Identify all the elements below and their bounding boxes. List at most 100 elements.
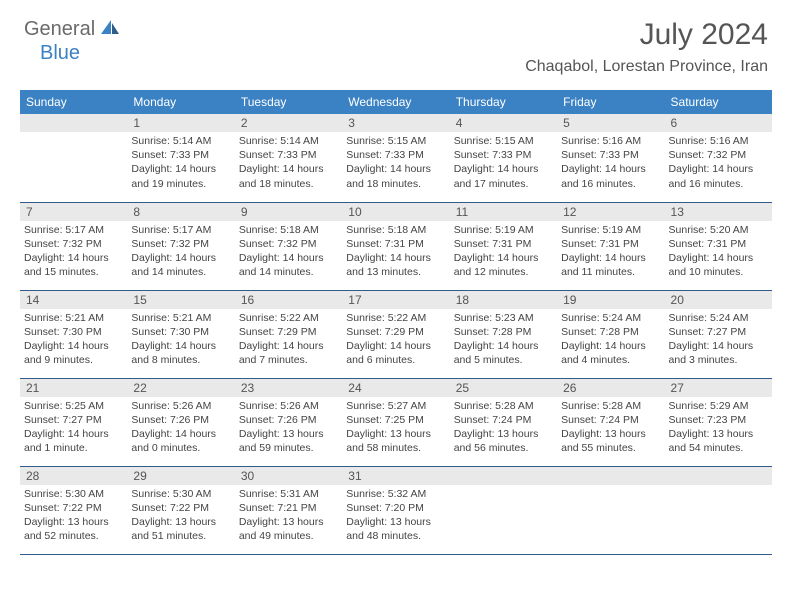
sunrise-line: Sunrise: 5:15 AM — [346, 134, 445, 148]
day-number: 11 — [450, 203, 557, 221]
day-number: 6 — [665, 114, 772, 132]
daylight-line: Daylight: 13 hours — [131, 515, 230, 529]
week-row: 1Sunrise: 5:14 AMSunset: 7:33 PMDaylight… — [20, 114, 772, 202]
day-details: Sunrise: 5:30 AMSunset: 7:22 PMDaylight:… — [127, 485, 234, 548]
daylight-line: Daylight: 14 hours — [131, 427, 230, 441]
daylight-line: Daylight: 14 hours — [346, 339, 445, 353]
daylight-line: and 15 minutes. — [24, 265, 123, 279]
daylight-line: Daylight: 13 hours — [669, 427, 768, 441]
day-details: Sunrise: 5:24 AMSunset: 7:28 PMDaylight:… — [557, 309, 664, 372]
day-cell: 26Sunrise: 5:28 AMSunset: 7:24 PMDayligh… — [557, 378, 664, 466]
day-number: 28 — [20, 467, 127, 485]
day-number: 4 — [450, 114, 557, 132]
col-sunday: Sunday — [20, 90, 127, 114]
daylight-line: and 16 minutes. — [669, 177, 768, 191]
day-cell — [665, 466, 772, 554]
day-details: Sunrise: 5:19 AMSunset: 7:31 PMDaylight:… — [450, 221, 557, 284]
daylight-line: Daylight: 14 hours — [561, 339, 660, 353]
day-number: 3 — [342, 114, 449, 132]
daylight-line: Daylight: 14 hours — [239, 162, 338, 176]
day-details: Sunrise: 5:16 AMSunset: 7:32 PMDaylight:… — [665, 132, 772, 195]
daylight-line: Daylight: 14 hours — [669, 162, 768, 176]
day-cell: 14Sunrise: 5:21 AMSunset: 7:30 PMDayligh… — [20, 290, 127, 378]
sunset-line: Sunset: 7:24 PM — [454, 413, 553, 427]
day-cell — [450, 466, 557, 554]
day-details: Sunrise: 5:26 AMSunset: 7:26 PMDaylight:… — [127, 397, 234, 460]
daylight-line: Daylight: 13 hours — [346, 515, 445, 529]
sunrise-line: Sunrise: 5:24 AM — [669, 311, 768, 325]
col-friday: Friday — [557, 90, 664, 114]
sunrise-line: Sunrise: 5:18 AM — [239, 223, 338, 237]
daylight-line: Daylight: 13 hours — [346, 427, 445, 441]
col-saturday: Saturday — [665, 90, 772, 114]
sunset-line: Sunset: 7:30 PM — [131, 325, 230, 339]
day-details: Sunrise: 5:21 AMSunset: 7:30 PMDaylight:… — [127, 309, 234, 372]
sunrise-line: Sunrise: 5:19 AM — [454, 223, 553, 237]
day-number: 1 — [127, 114, 234, 132]
day-number: 31 — [342, 467, 449, 485]
sunset-line: Sunset: 7:27 PM — [669, 325, 768, 339]
day-cell: 8Sunrise: 5:17 AMSunset: 7:32 PMDaylight… — [127, 202, 234, 290]
daylight-line: and 48 minutes. — [346, 529, 445, 543]
daylight-line: and 17 minutes. — [454, 177, 553, 191]
empty-day-bar — [450, 467, 557, 485]
day-details: Sunrise: 5:18 AMSunset: 7:31 PMDaylight:… — [342, 221, 449, 284]
day-details: Sunrise: 5:32 AMSunset: 7:20 PMDaylight:… — [342, 485, 449, 548]
day-cell: 5Sunrise: 5:16 AMSunset: 7:33 PMDaylight… — [557, 114, 664, 202]
day-details: Sunrise: 5:14 AMSunset: 7:33 PMDaylight:… — [235, 132, 342, 195]
day-cell — [557, 466, 664, 554]
col-thursday: Thursday — [450, 90, 557, 114]
daylight-line: and 56 minutes. — [454, 441, 553, 455]
day-details: Sunrise: 5:14 AMSunset: 7:33 PMDaylight:… — [127, 132, 234, 195]
sunset-line: Sunset: 7:20 PM — [346, 501, 445, 515]
day-cell: 17Sunrise: 5:22 AMSunset: 7:29 PMDayligh… — [342, 290, 449, 378]
sunrise-line: Sunrise: 5:30 AM — [131, 487, 230, 501]
sunset-line: Sunset: 7:32 PM — [131, 237, 230, 251]
daylight-line: Daylight: 14 hours — [454, 339, 553, 353]
day-details: Sunrise: 5:19 AMSunset: 7:31 PMDaylight:… — [557, 221, 664, 284]
sunset-line: Sunset: 7:21 PM — [239, 501, 338, 515]
day-details: Sunrise: 5:21 AMSunset: 7:30 PMDaylight:… — [20, 309, 127, 372]
day-number: 9 — [235, 203, 342, 221]
day-cell: 30Sunrise: 5:31 AMSunset: 7:21 PMDayligh… — [235, 466, 342, 554]
sunrise-line: Sunrise: 5:23 AM — [454, 311, 553, 325]
day-number: 2 — [235, 114, 342, 132]
day-number: 13 — [665, 203, 772, 221]
sunrise-line: Sunrise: 5:32 AM — [346, 487, 445, 501]
sunrise-line: Sunrise: 5:14 AM — [131, 134, 230, 148]
day-details: Sunrise: 5:28 AMSunset: 7:24 PMDaylight:… — [450, 397, 557, 460]
day-number: 25 — [450, 379, 557, 397]
sunrise-line: Sunrise: 5:22 AM — [346, 311, 445, 325]
sunrise-line: Sunrise: 5:25 AM — [24, 399, 123, 413]
day-cell: 4Sunrise: 5:15 AMSunset: 7:33 PMDaylight… — [450, 114, 557, 202]
sunset-line: Sunset: 7:31 PM — [346, 237, 445, 251]
week-row: 7Sunrise: 5:17 AMSunset: 7:32 PMDaylight… — [20, 202, 772, 290]
brand-text-blue: Blue — [40, 42, 80, 64]
daylight-line: Daylight: 14 hours — [561, 251, 660, 265]
week-row: 28Sunrise: 5:30 AMSunset: 7:22 PMDayligh… — [20, 466, 772, 554]
day-number: 27 — [665, 379, 772, 397]
daylight-line: and 59 minutes. — [239, 441, 338, 455]
daylight-line: Daylight: 14 hours — [239, 251, 338, 265]
daylight-line: and 0 minutes. — [131, 441, 230, 455]
day-cell: 10Sunrise: 5:18 AMSunset: 7:31 PMDayligh… — [342, 202, 449, 290]
sunset-line: Sunset: 7:32 PM — [669, 148, 768, 162]
sunset-line: Sunset: 7:29 PM — [239, 325, 338, 339]
empty-day-bar — [665, 467, 772, 485]
day-number: 26 — [557, 379, 664, 397]
sunset-line: Sunset: 7:31 PM — [669, 237, 768, 251]
sunset-line: Sunset: 7:31 PM — [561, 237, 660, 251]
day-cell: 24Sunrise: 5:27 AMSunset: 7:25 PMDayligh… — [342, 378, 449, 466]
daylight-line: and 14 minutes. — [131, 265, 230, 279]
daylight-line: Daylight: 14 hours — [24, 251, 123, 265]
day-details: Sunrise: 5:24 AMSunset: 7:27 PMDaylight:… — [665, 309, 772, 372]
daylight-line: and 52 minutes. — [24, 529, 123, 543]
day-cell: 19Sunrise: 5:24 AMSunset: 7:28 PMDayligh… — [557, 290, 664, 378]
daylight-line: and 13 minutes. — [346, 265, 445, 279]
daylight-line: Daylight: 14 hours — [561, 162, 660, 176]
daylight-line: and 49 minutes. — [239, 529, 338, 543]
day-number: 15 — [127, 291, 234, 309]
daylight-line: Daylight: 14 hours — [669, 339, 768, 353]
empty-day-bar — [557, 467, 664, 485]
sunrise-line: Sunrise: 5:17 AM — [131, 223, 230, 237]
